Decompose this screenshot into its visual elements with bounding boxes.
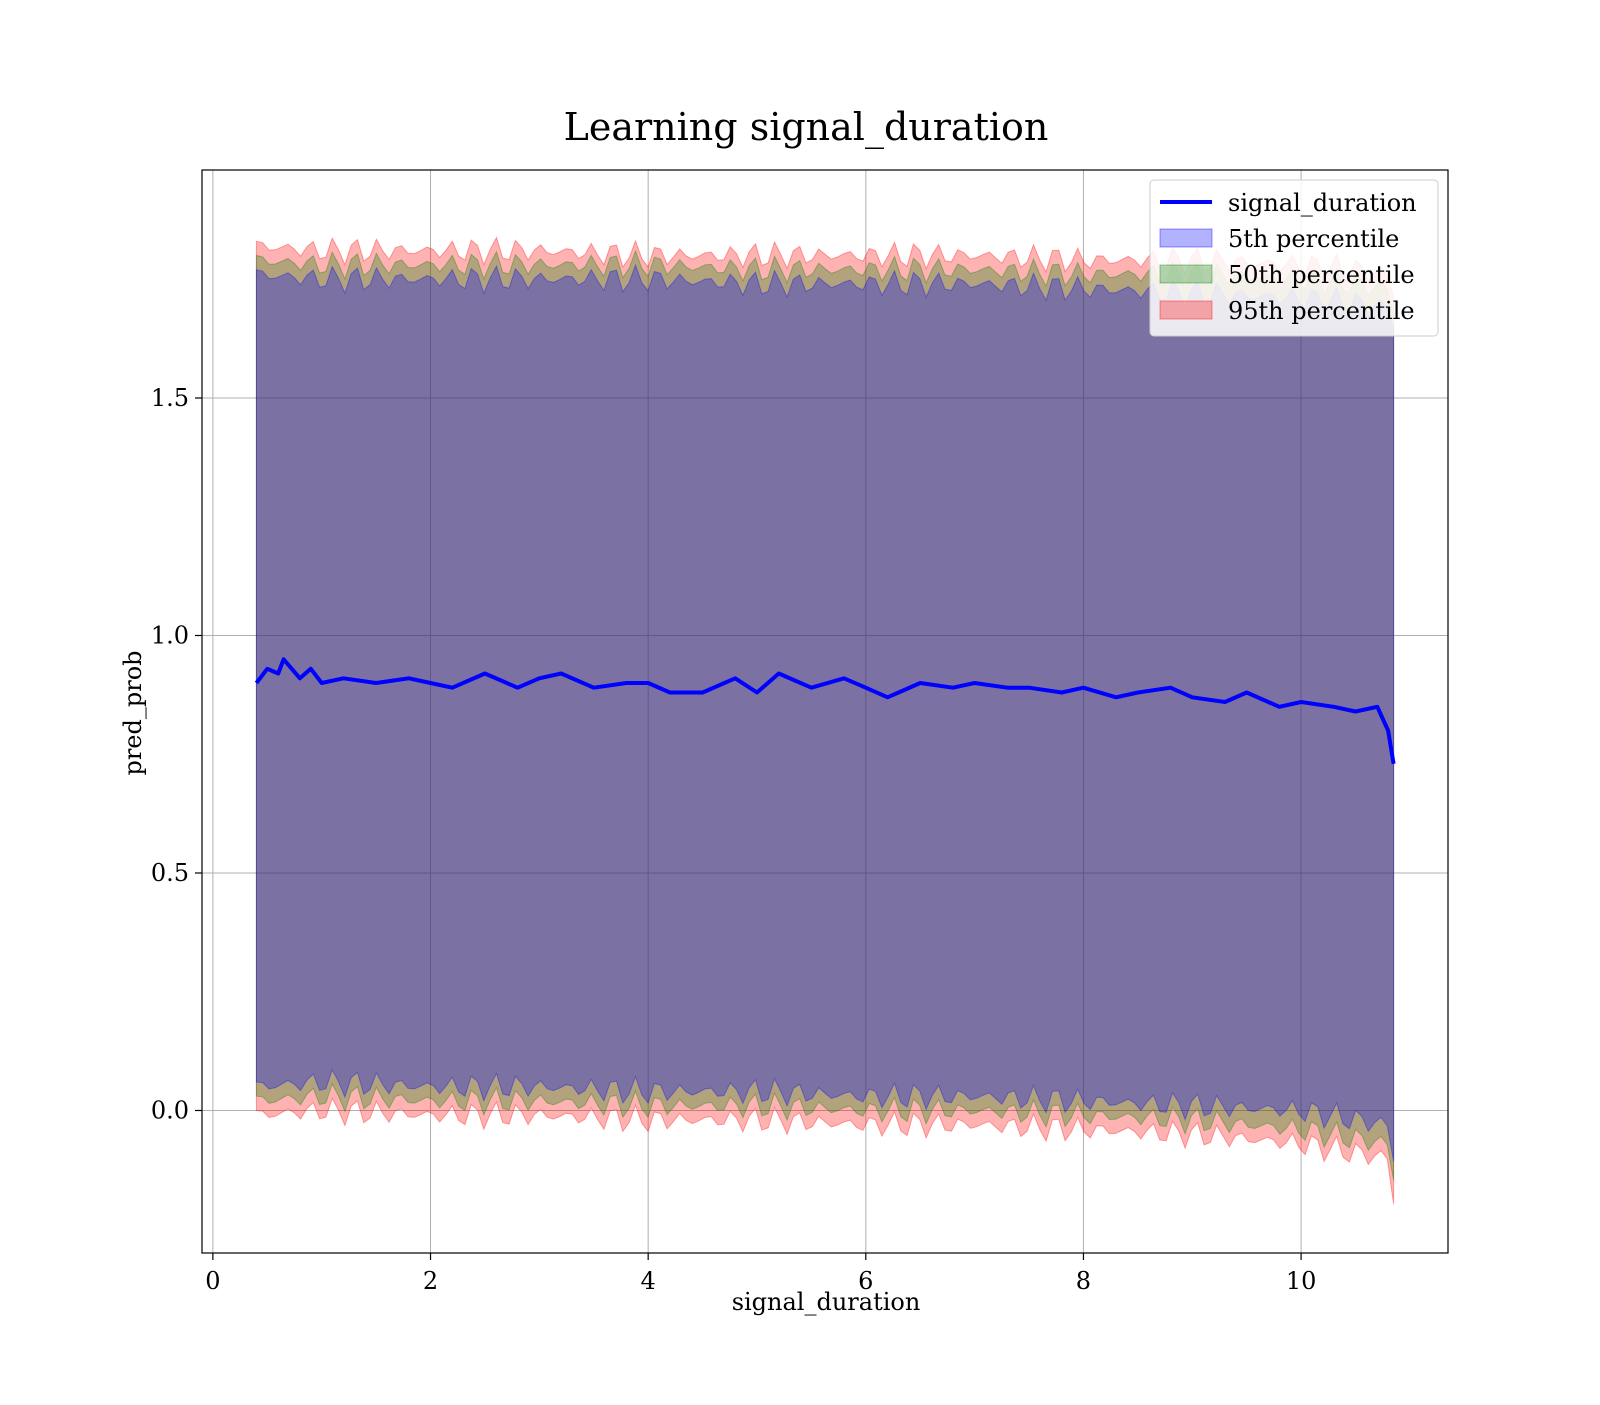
y-axis-ticks: 0.0 0.5 1.0 1.5: [151, 384, 202, 1125]
band-5th-percentile: [256, 265, 1393, 1161]
x-axis-label: signal_duration: [732, 1288, 921, 1316]
legend-swatch-1: [1160, 229, 1212, 247]
legend-label-3: 95th percentile: [1228, 297, 1415, 325]
legend-swatch-2: [1160, 265, 1212, 283]
y-tick-label-0: 0.0: [151, 1097, 189, 1125]
y-tick-label-2: 1.0: [151, 622, 189, 650]
y-tick-label-3: 1.5: [151, 384, 189, 412]
band-areas: [256, 238, 1393, 1205]
x-tick-label-0: 0: [205, 1267, 220, 1295]
legend-swatch-3: [1160, 301, 1212, 319]
y-axis-label: pred_prob: [119, 650, 147, 775]
chart-title: Learning signal_duration: [564, 105, 1049, 150]
x-tick-label-2: 4: [641, 1267, 656, 1295]
legend-label-2: 50th percentile: [1228, 261, 1415, 289]
x-tick-label-1: 2: [423, 1267, 438, 1295]
x-tick-label-5: 10: [1286, 1267, 1317, 1295]
legend: signal_duration 5th percentile 50th percen…: [1150, 180, 1438, 336]
legend-label-1: 5th percentile: [1228, 225, 1399, 253]
x-tick-label-4: 8: [1076, 1267, 1091, 1295]
y-tick-label-1: 0.5: [151, 859, 189, 887]
legend-label-0: signal_duration: [1228, 189, 1417, 217]
